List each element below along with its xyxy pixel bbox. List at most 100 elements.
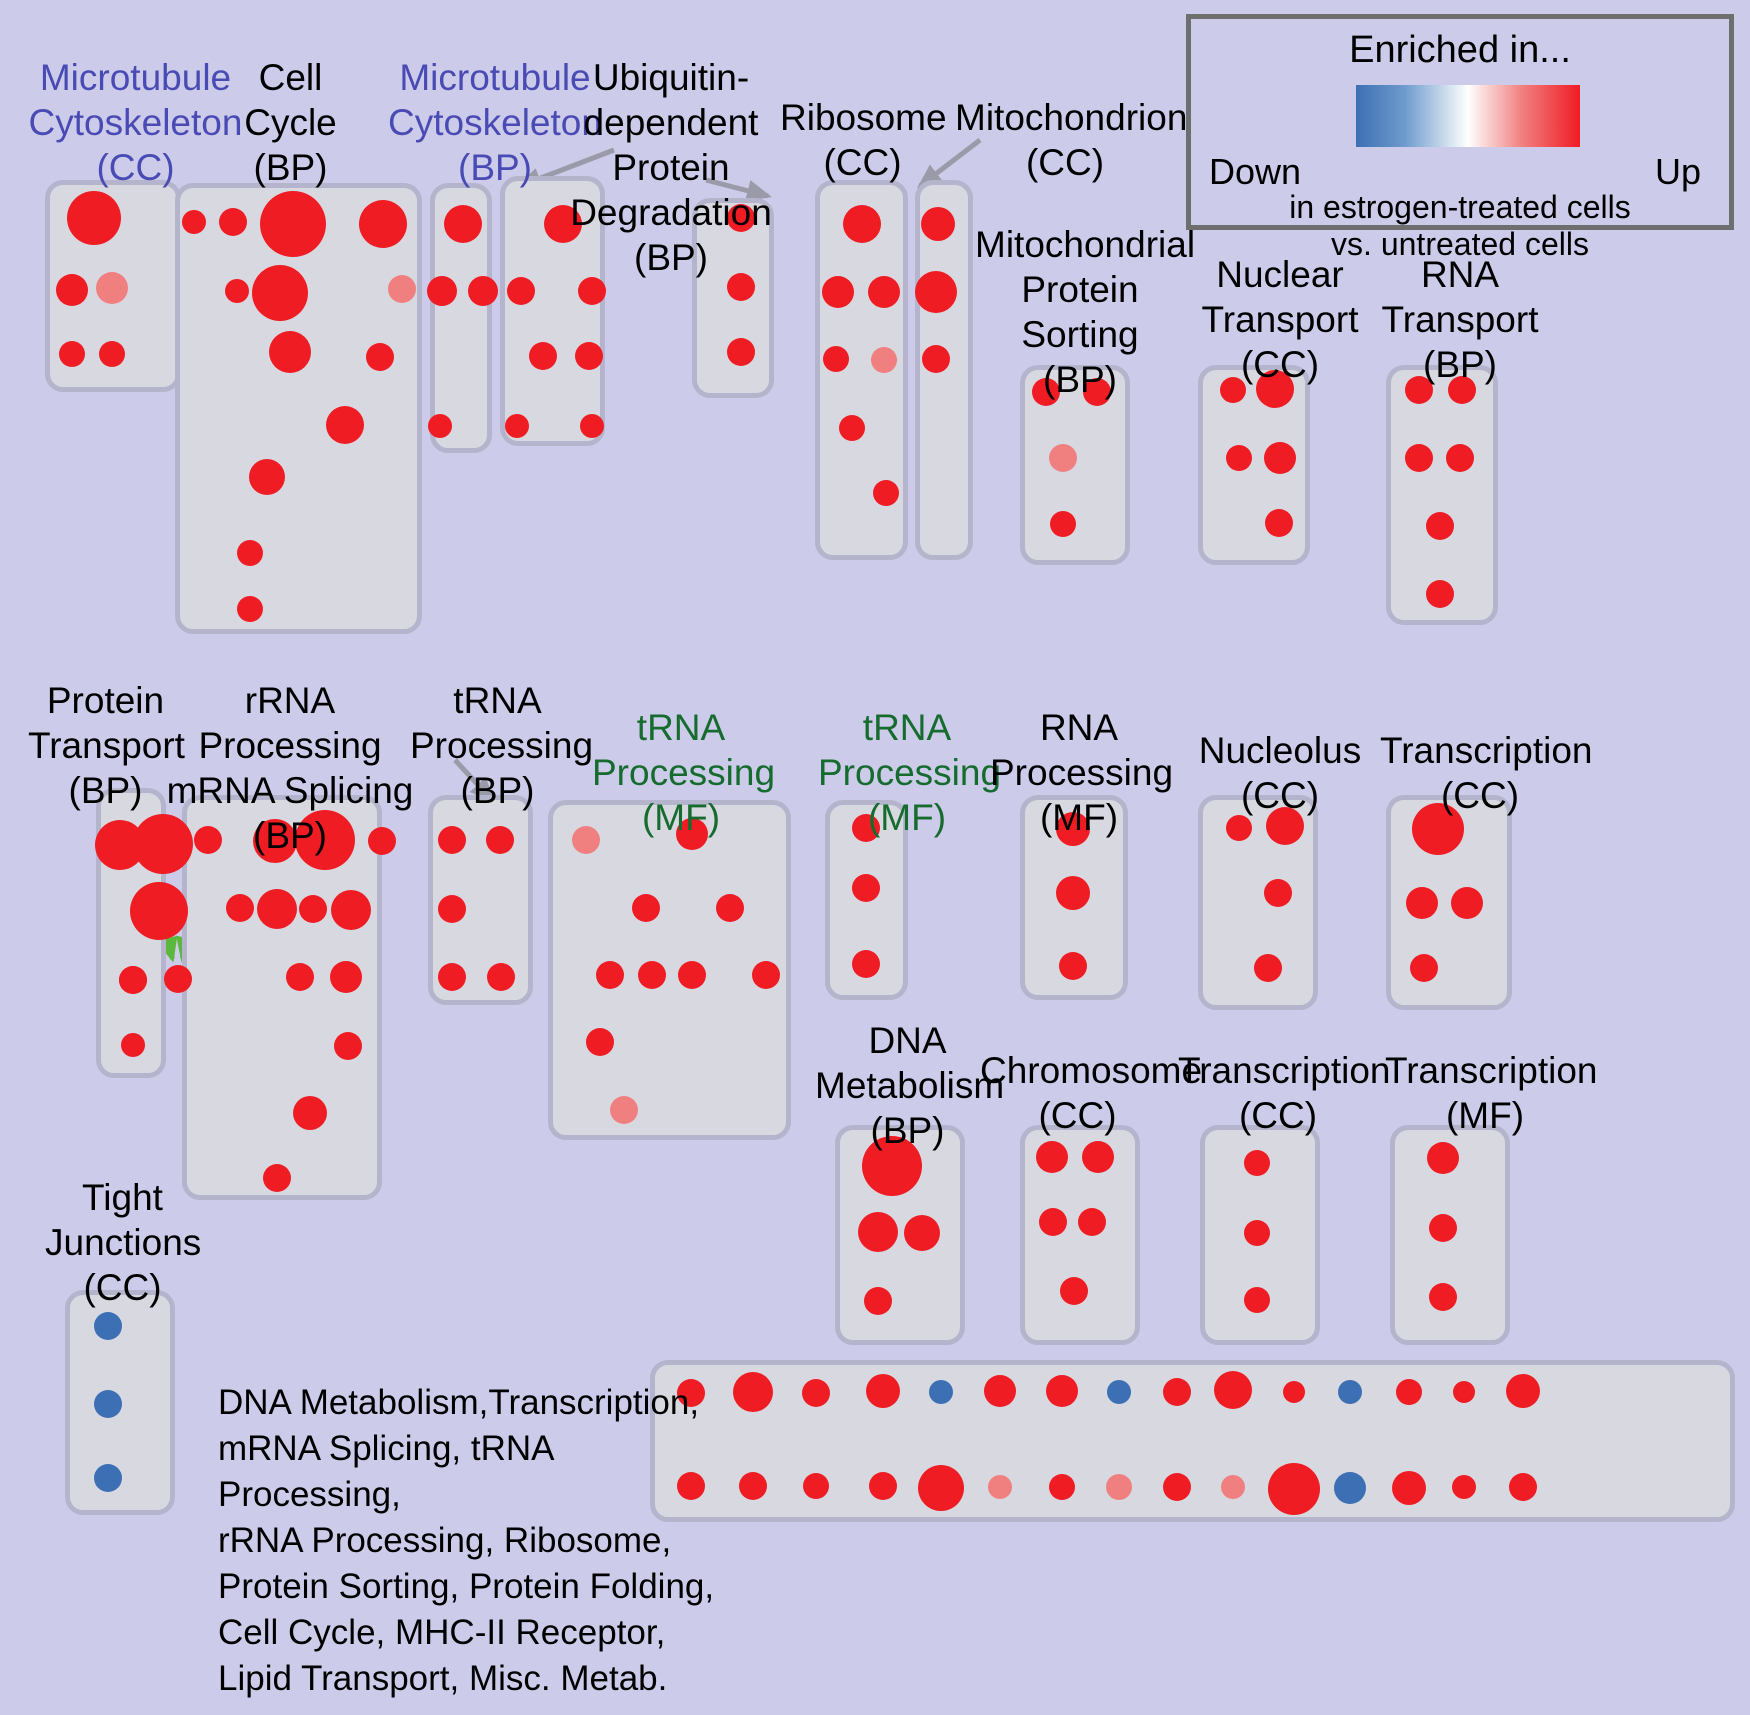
- node-microtubule-cytoskeleton-bp-3[interactable]: [428, 414, 452, 438]
- node-rrna-mrna-splicing-bp-15[interactable]: [293, 1096, 327, 1130]
- node-ribosome-cc-0[interactable]: [843, 205, 881, 243]
- node-ubiquitin-protein-degradation-bp-5[interactable]: [505, 414, 529, 438]
- node-misc-bottom-strip-0[interactable]: [677, 1379, 705, 1407]
- node-trna-processing-mf-1-0[interactable]: [572, 826, 600, 854]
- node-misc-bottom-strip-5[interactable]: [984, 1375, 1016, 1407]
- node-protein-transport-bp-2[interactable]: [121, 1033, 145, 1057]
- node-trna-processing-bp-0[interactable]: [438, 826, 466, 854]
- node-trna-processing-mf-1-8[interactable]: [586, 1028, 614, 1056]
- node-mitochondrion-cc-1[interactable]: [915, 271, 957, 313]
- node-ubiquitin-protein-degradation-bp-3[interactable]: [529, 342, 557, 370]
- node-microtubule-cytoskeleton-cc-0[interactable]: [67, 191, 121, 245]
- node-misc-bottom-strip-7[interactable]: [1107, 1380, 1131, 1404]
- node-rna-transport-bp-2[interactable]: [1405, 444, 1433, 472]
- node-mitochondrial-protein-sorting-bp-3[interactable]: [1050, 511, 1076, 537]
- node-microtubule-cytoskeleton-cc-1[interactable]: [56, 274, 88, 306]
- node-rrna-mrna-splicing-bp-13[interactable]: [330, 961, 362, 993]
- node-chromosome-cc-2[interactable]: [1039, 1208, 1067, 1236]
- node-rna-transport-bp-3[interactable]: [1446, 444, 1474, 472]
- node-misc-bottom-strip-16[interactable]: [739, 1472, 767, 1500]
- node-misc-bottom-strip-23[interactable]: [1163, 1473, 1191, 1501]
- node-nuclear-transport-cc-0[interactable]: [1220, 377, 1246, 403]
- node-transcription-cc-2-2[interactable]: [1244, 1287, 1270, 1313]
- node-cell-cycle-bp-3[interactable]: [359, 200, 407, 248]
- node-misc-bottom-strip-20[interactable]: [988, 1475, 1012, 1499]
- node-tight-junctions-cc-2[interactable]: [94, 1464, 122, 1492]
- node-dna-metabolism-bp-0[interactable]: [862, 1136, 922, 1196]
- node-microtubule-cytoskeleton-cc-4[interactable]: [99, 341, 125, 367]
- node-ribosome-cc-6[interactable]: [873, 480, 899, 506]
- node-misc-bottom-strip-22[interactable]: [1106, 1474, 1132, 1500]
- node-chromosome-cc-0[interactable]: [1036, 1141, 1068, 1173]
- node-trna-processing-mf-2-2[interactable]: [852, 950, 880, 978]
- node-cell-cycle-bp-1[interactable]: [219, 208, 247, 236]
- node-transcription-mf-1[interactable]: [1429, 1214, 1457, 1242]
- node-transcription-cc-2[interactable]: [1451, 887, 1483, 919]
- node-dna-metabolism-bp-3[interactable]: [864, 1287, 892, 1315]
- node-ribosome-cc-5[interactable]: [839, 415, 865, 441]
- node-nucleolus-cc-0[interactable]: [1226, 815, 1252, 841]
- node-rrna-mrna-splicing-bp-4[interactable]: [368, 827, 396, 855]
- node-misc-bottom-strip-28[interactable]: [1452, 1475, 1476, 1499]
- node-rna-processing-mf-2[interactable]: [1059, 952, 1087, 980]
- node-rna-transport-bp-0[interactable]: [1405, 376, 1433, 404]
- node-nucleolus-cc-1[interactable]: [1266, 807, 1304, 845]
- node-misc-bottom-strip-24[interactable]: [1221, 1475, 1245, 1499]
- node-trna-processing-bp-3[interactable]: [438, 963, 466, 991]
- node-rrna-mrna-splicing-bp-5[interactable]: [130, 882, 188, 940]
- node-ubiquitin-protein-degradation-bp-1[interactable]: [507, 277, 535, 305]
- node-misc-bottom-strip-2[interactable]: [802, 1379, 830, 1407]
- node-cell-cycle-bp-6[interactable]: [388, 275, 416, 303]
- node-cell-cycle-bp-10[interactable]: [249, 459, 285, 495]
- node-microtubule-cytoskeleton-cc-3[interactable]: [59, 341, 85, 367]
- node-ribosome-cc-3[interactable]: [823, 346, 849, 372]
- node-cell-cycle-bp-9[interactable]: [326, 406, 364, 444]
- node-microtubule-cytoskeleton-bp-0[interactable]: [444, 205, 482, 243]
- node-ribosome-cc-2[interactable]: [868, 276, 900, 308]
- node-transcription-cc-1[interactable]: [1406, 887, 1438, 919]
- node-transcription-cc-2-0[interactable]: [1244, 1150, 1270, 1176]
- node-chromosome-cc-3[interactable]: [1078, 1208, 1106, 1236]
- node-rrna-mrna-splicing-bp-2[interactable]: [253, 819, 297, 863]
- node-trna-processing-mf-1-1[interactable]: [676, 818, 708, 850]
- node-ribosome-cc-4[interactable]: [871, 347, 897, 373]
- node-cell-cycle-bp-11[interactable]: [237, 540, 263, 566]
- node-rna-processing-mf-0[interactable]: [1056, 812, 1090, 846]
- node-transcription-mf-0[interactable]: [1427, 1142, 1459, 1174]
- node-rna-transport-bp-5[interactable]: [1426, 580, 1454, 608]
- node-mitochondrial-protein-sorting-bp-1[interactable]: [1083, 378, 1111, 406]
- node-rrna-mrna-splicing-bp-1[interactable]: [194, 826, 222, 854]
- node-microtubule-cytoskeleton-bp-1[interactable]: [427, 276, 457, 306]
- node-misc-bottom-strip-15[interactable]: [677, 1472, 705, 1500]
- node-trna-processing-mf-2-0[interactable]: [852, 814, 880, 842]
- node-misc-bottom-strip-26[interactable]: [1334, 1472, 1366, 1504]
- node-misc-bottom-strip-10[interactable]: [1283, 1381, 1305, 1403]
- node-misc-bottom-strip-6[interactable]: [1046, 1375, 1078, 1407]
- node-rrna-mrna-splicing-bp-3[interactable]: [295, 810, 355, 870]
- node-nuclear-transport-cc-2[interactable]: [1226, 445, 1252, 471]
- node-rna-processing-mf-1[interactable]: [1056, 876, 1090, 910]
- node-misc-bottom-strip-21[interactable]: [1049, 1474, 1075, 1500]
- node-microtubule-cytoskeleton-cc-2[interactable]: [96, 272, 128, 304]
- node-misc-bottom-strip-12[interactable]: [1396, 1379, 1422, 1405]
- node-trna-processing-mf-1-6[interactable]: [678, 961, 706, 989]
- node-transcription-cc-3[interactable]: [1410, 954, 1438, 982]
- node-trna-processing-mf-1-2[interactable]: [632, 894, 660, 922]
- node-rrna-mrna-splicing-bp-16[interactable]: [263, 1164, 291, 1192]
- node-transcription-mf-2[interactable]: [1429, 1283, 1457, 1311]
- node-mitochondrial-protein-sorting-bp-0[interactable]: [1032, 378, 1060, 406]
- node-ubiquitin-cluster-2-0[interactable]: [727, 204, 755, 232]
- node-ubiquitin-protein-degradation-bp-6[interactable]: [580, 414, 604, 438]
- node-misc-bottom-strip-29[interactable]: [1509, 1473, 1537, 1501]
- node-misc-bottom-strip-8[interactable]: [1163, 1378, 1191, 1406]
- node-rna-transport-bp-4[interactable]: [1426, 512, 1454, 540]
- node-rna-transport-bp-1[interactable]: [1448, 376, 1476, 404]
- node-rrna-mrna-splicing-bp-10[interactable]: [119, 966, 147, 994]
- node-ubiquitin-cluster-2-2[interactable]: [727, 338, 755, 366]
- node-rrna-mrna-splicing-bp-7[interactable]: [257, 889, 297, 929]
- node-trna-processing-bp-1[interactable]: [486, 826, 514, 854]
- node-misc-bottom-strip-13[interactable]: [1453, 1381, 1475, 1403]
- node-ubiquitin-cluster-2-1[interactable]: [727, 273, 755, 301]
- node-rrna-mrna-splicing-bp-11[interactable]: [164, 965, 192, 993]
- node-misc-bottom-strip-27[interactable]: [1392, 1471, 1426, 1505]
